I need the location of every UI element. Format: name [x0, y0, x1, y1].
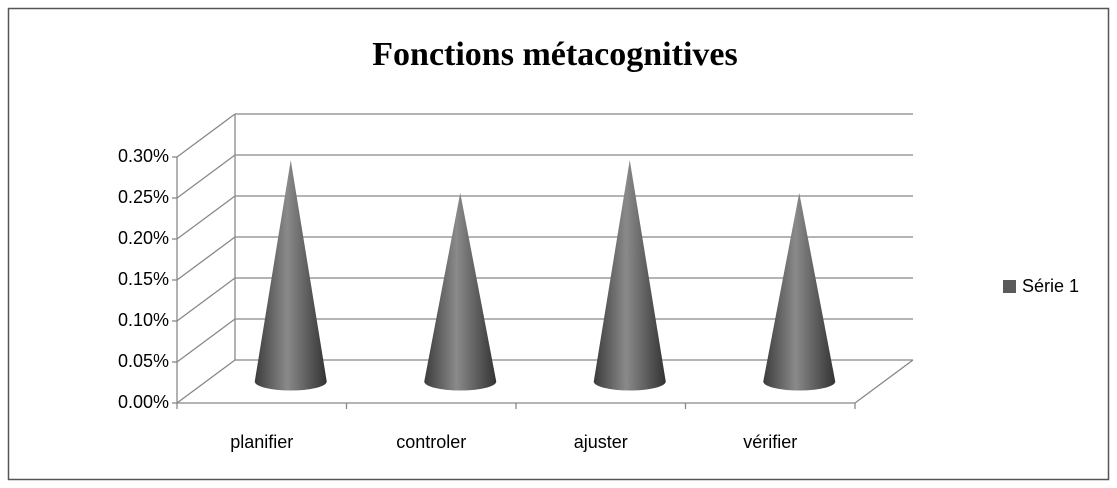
- y-tick-label: 0.10%: [118, 310, 169, 330]
- x-tick-label: vérifier: [743, 432, 797, 452]
- cone: [763, 192, 836, 391]
- grid-line: [176, 195, 236, 240]
- y-tick-label: 0.25%: [118, 187, 169, 207]
- y-tick-label: 0.05%: [118, 351, 169, 371]
- chart-title: Fonctions métacognitives: [372, 36, 737, 73]
- floor-edge: [854, 359, 914, 404]
- y-tick-label: 0.15%: [118, 269, 169, 289]
- x-tick-label: ajuster: [574, 432, 628, 452]
- grid-line: [176, 236, 236, 281]
- cone: [424, 192, 497, 391]
- frame: [7, 7, 1110, 481]
- x-tick-label: planifier: [230, 432, 293, 452]
- grid-line: [176, 277, 236, 322]
- y-tick-label: 0.00%: [118, 392, 169, 412]
- cone: [254, 160, 327, 391]
- x-tick-label: controler: [396, 432, 466, 452]
- y-tick-label: 0.30%: [118, 146, 169, 166]
- legend-swatch: [1003, 280, 1016, 293]
- legend-label: Série 1: [1022, 276, 1079, 296]
- grid-line: [176, 318, 236, 363]
- grid-line: [176, 359, 236, 404]
- cone: [593, 160, 666, 391]
- y-tick-label: 0.20%: [118, 228, 169, 248]
- grid-line: [176, 113, 236, 158]
- grid-line: [176, 154, 236, 199]
